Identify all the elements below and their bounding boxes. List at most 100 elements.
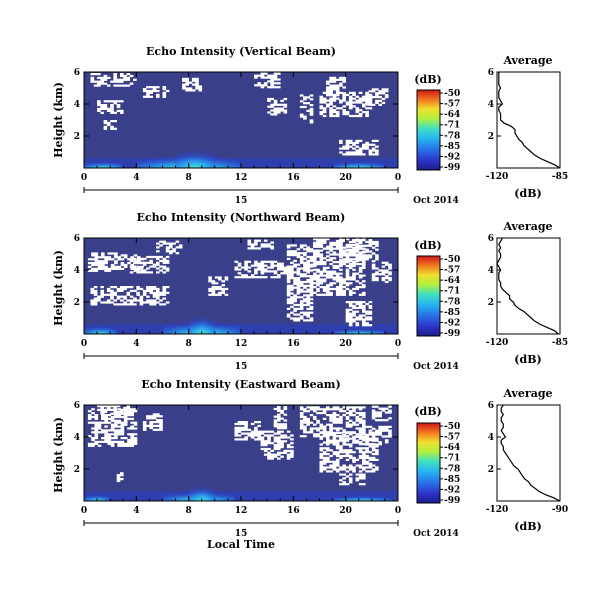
x-ticks: 0 4 8 12 16 20 0 [81, 72, 401, 193]
colorbar-label: -64 [444, 276, 460, 286]
date-label: Oct 2014 [413, 529, 459, 539]
no-data-patch [142, 86, 170, 98]
profile-x-tick-label: -85 [552, 172, 568, 182]
profile-y-tick-label: 2 [488, 465, 494, 475]
no-data-patch [234, 421, 261, 441]
no-data-patch [319, 431, 379, 473]
profile-x-tick-label: -120 [486, 172, 509, 182]
average-profile: 2 4 6 -120 -90 [486, 401, 568, 515]
colorbar-label: -85 [444, 475, 460, 485]
x-tick-label: 20 [339, 339, 352, 349]
vertical-beam-panel: Echo Intensity (Vertical Beam) Height (k… [52, 45, 568, 206]
profile-y-tick-label: 4 [488, 433, 494, 443]
x-ticks: 0 4 8 12 16 20 0 [81, 405, 401, 526]
no-data-patch [267, 97, 288, 116]
no-data-patch [129, 255, 170, 274]
colorbar-gradient [416, 89, 441, 171]
no-data-patch [299, 94, 314, 124]
y-axis-label: Height (km) [52, 82, 65, 158]
y-ticks: 2 4 6 [74, 68, 398, 142]
no-data-patch [358, 425, 392, 446]
profile-line [500, 404, 561, 502]
colorbar-unit: (dB) [414, 73, 441, 86]
no-data-patch [273, 406, 288, 430]
no-data-patch [234, 260, 288, 279]
colorbar-label: -78 [444, 297, 460, 307]
no-data-patch [103, 120, 117, 130]
northward-beam-panel: Echo Intensity (Northward Beam) Height (… [52, 211, 568, 372]
heatmap-plot [83, 237, 399, 335]
y-tick-label: 4 [74, 100, 80, 110]
x-tick-label: 8 [186, 173, 192, 183]
colorbar-label: -71 [444, 121, 460, 131]
average-profile: 2 4 6 -120 -85 [486, 68, 568, 182]
colorbar-label: -50 [444, 255, 460, 265]
y-tick-label: 4 [74, 433, 80, 443]
y-tick-label: 2 [74, 132, 80, 142]
x-tick-label: 16 [287, 173, 300, 183]
y-tick-label: 6 [74, 401, 80, 411]
strong-echo-region [175, 147, 215, 168]
x-tick-label: 0 [81, 506, 87, 516]
y-tick-label: 4 [74, 266, 80, 276]
heatmap-plot [83, 404, 399, 502]
colorbar-label: -64 [444, 110, 460, 120]
no-data-patch [339, 139, 379, 156]
colorbar-label: -78 [444, 131, 460, 141]
heatmap-title: Echo Intensity (Northward Beam) [137, 211, 346, 224]
strong-echo-region [332, 160, 385, 168]
strong-echo-region [188, 483, 215, 501]
profile-y-tick-label: 4 [488, 100, 494, 110]
heatmap-title: Echo Intensity (Eastward Beam) [141, 378, 340, 391]
no-data-patch [156, 240, 183, 255]
x-tick-label: 4 [133, 173, 139, 183]
y-ticks: 2 4 6 [74, 234, 398, 308]
day-label: 15 [235, 196, 248, 206]
colorbar-label: -50 [444, 422, 460, 432]
strong-echo-region [84, 493, 111, 501]
x-tick-label: 12 [235, 173, 248, 183]
x-tick-label: 0 [395, 339, 401, 349]
y-axis-label: Height (km) [52, 417, 65, 493]
date-label: Oct 2014 [413, 196, 459, 206]
profile-title: Average [502, 387, 552, 400]
colorbar-label: -57 [444, 266, 460, 276]
no-data-patch [254, 72, 281, 89]
no-data-patch [339, 473, 366, 486]
colorbar-label: -92 [444, 485, 460, 495]
strong-echo-region [332, 327, 385, 334]
colorbar: -50-57-64-71-78-85-92-99 [416, 422, 460, 506]
y-axis-label: Height (km) [52, 250, 65, 326]
colorbar-label: -57 [444, 100, 460, 110]
colorbar-gradient [416, 255, 441, 337]
strong-echo-region [188, 313, 215, 334]
colorbar: -50-57-64-71-78-85-92-99 [416, 89, 460, 173]
no-data-patch [97, 100, 124, 114]
x-tick-label: 8 [186, 339, 192, 349]
no-data-patch [116, 472, 124, 483]
no-data-patch [299, 406, 366, 438]
heatmap-plot [83, 71, 399, 169]
date-label: Oct 2014 [413, 362, 459, 372]
x-tick-label: 16 [287, 506, 300, 516]
profile-y-tick-label: 6 [488, 68, 494, 78]
x-tick-label: 12 [235, 506, 248, 516]
colorbar-label: -64 [444, 443, 460, 453]
profile-title: Average [502, 54, 552, 67]
strong-echo-region [84, 160, 124, 168]
no-data-patch [90, 286, 170, 306]
x-tick-label: 16 [287, 339, 300, 349]
colorbar-label: -92 [444, 318, 460, 328]
profile-x-tick-label: -120 [486, 505, 509, 515]
colorbar-unit: (dB) [414, 239, 441, 252]
strong-echo-region [84, 324, 117, 334]
y-tick-label: 2 [74, 465, 80, 475]
profile-x-label: (dB) [514, 520, 541, 533]
colorbar-label: -85 [444, 308, 460, 318]
x-tick-label: 0 [81, 339, 87, 349]
colorbar-label: -50 [444, 89, 460, 99]
no-data-patch [260, 430, 294, 460]
profile-frame [496, 71, 561, 169]
profile-x-tick-label: -85 [552, 338, 568, 348]
